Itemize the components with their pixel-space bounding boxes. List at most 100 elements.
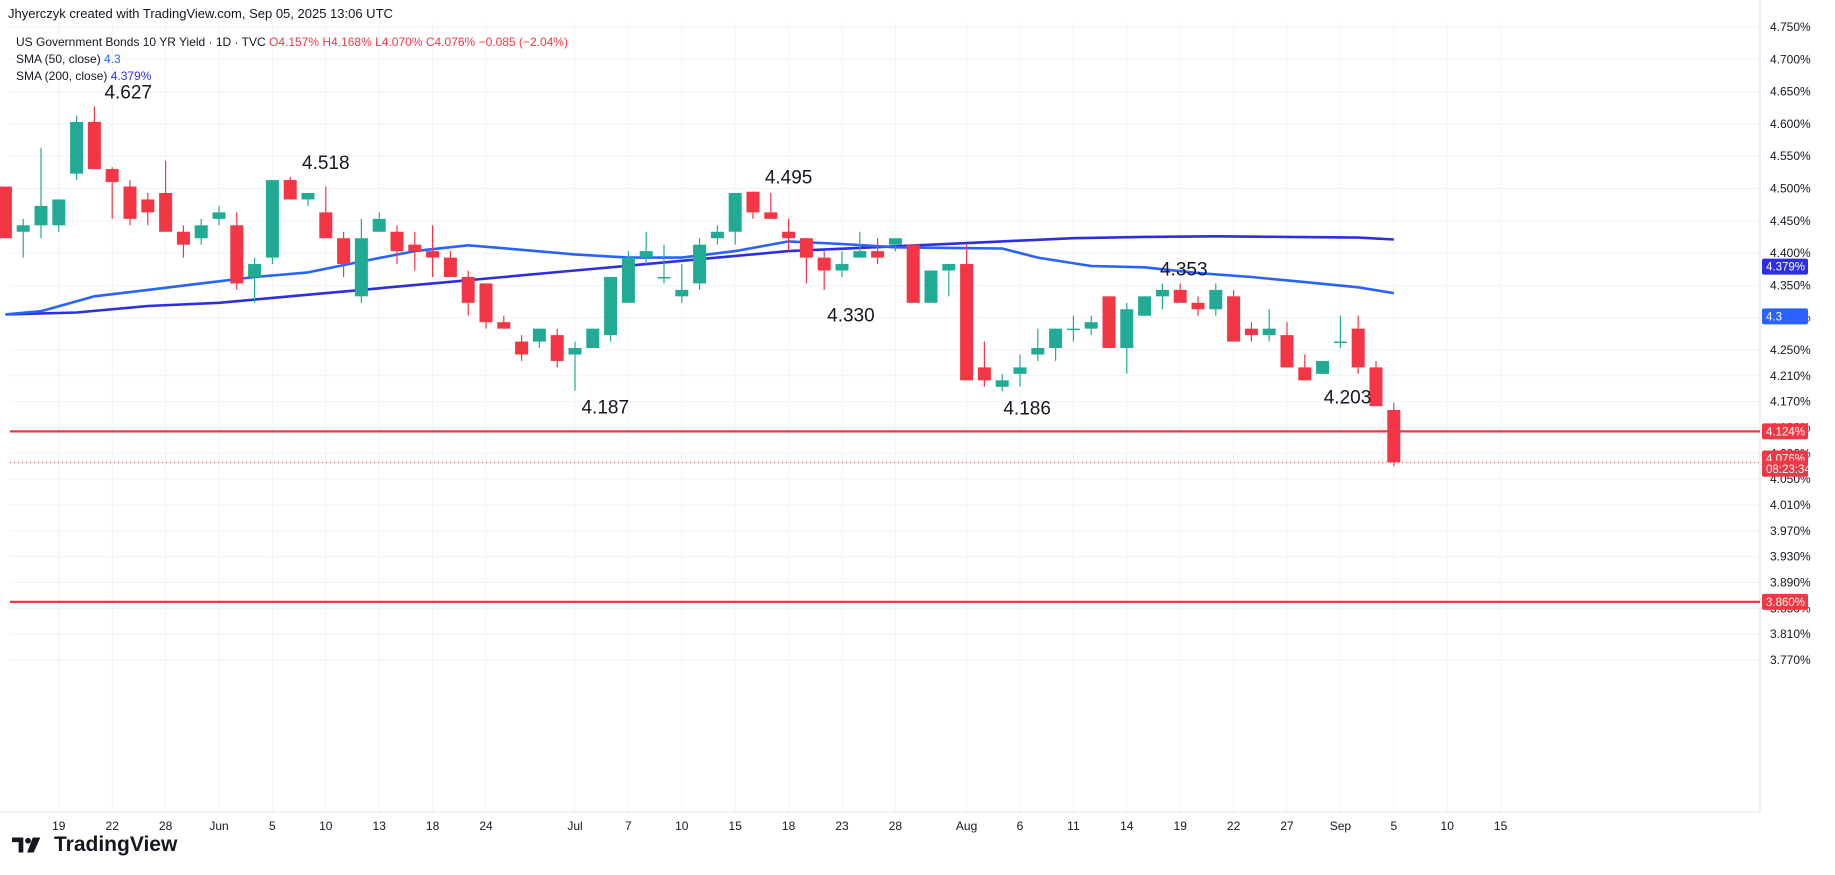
price-annotation: 4.330 — [827, 305, 875, 326]
candle-up — [924, 270, 938, 303]
candle-down — [479, 283, 493, 323]
candle-down — [337, 238, 351, 265]
time-tick-label: 28 — [889, 819, 903, 833]
price-tick-label: 4.500% — [1770, 181, 1811, 195]
moving-averages — [5, 235, 1395, 316]
time-tick-label: 19 — [52, 819, 66, 833]
price-tick-label: 4.400% — [1770, 246, 1811, 260]
price-tick-label: 3.810% — [1770, 627, 1811, 641]
time-tick-label: 22 — [106, 819, 120, 833]
candle-down — [426, 251, 440, 258]
candle-down — [906, 244, 920, 303]
price-tick-label: 4.250% — [1770, 343, 1811, 357]
time-tick-label: 13 — [373, 819, 387, 833]
candlesticks[interactable] — [0, 106, 1401, 467]
time-tick-label: 18 — [426, 819, 440, 833]
price-tick-label: 3.930% — [1770, 550, 1811, 564]
candle-up — [1138, 296, 1152, 316]
candle-down — [1244, 328, 1258, 336]
tradingview-brand[interactable]: TradingView — [12, 833, 177, 857]
candle-up — [265, 180, 279, 258]
sma50-line — [5, 240, 1395, 316]
candle-up — [372, 218, 386, 232]
candle-down — [87, 121, 101, 170]
candle-down — [390, 231, 404, 252]
candle-down — [1298, 367, 1312, 381]
candle-up — [1066, 328, 1080, 331]
price-annotation: 4.353 — [1160, 259, 1208, 280]
time-tick-label: 15 — [1494, 819, 1508, 833]
time-axis[interactable]: 19 22 28 Jun 5 10 13 18 24 Jul 7 10 15 18 23 28 Aug 6 11 14… — [52, 819, 1507, 833]
candle-down — [1173, 289, 1187, 303]
price-annotation: 4.495 — [765, 168, 813, 189]
brand-name: TradingView — [54, 833, 178, 856]
ohlc-low: L4.070% — [375, 35, 423, 49]
candle-down — [283, 180, 297, 200]
time-tick-label: 14 — [1120, 819, 1134, 833]
price-tick-label: 4.600% — [1770, 117, 1811, 131]
candle-down — [515, 341, 529, 355]
sma200-label: SMA (200, close) — [16, 69, 108, 83]
candle-down — [799, 238, 813, 258]
price-tick-label: 4.350% — [1770, 278, 1811, 292]
candle-up — [942, 264, 956, 271]
time-tick-label: 5 — [269, 819, 276, 833]
candle-down — [461, 276, 475, 303]
candle-down — [319, 212, 333, 239]
sma200-line — [5, 235, 1394, 316]
price-axis[interactable]: 4.750% 4.700% 4.650% 4.600% 4.550% 4.500% 4.45… — [1770, 20, 1811, 667]
time-tick-label: 6 — [1017, 819, 1024, 833]
candle-up — [1031, 348, 1045, 355]
plot-area[interactable] — [10, 22, 1760, 812]
price-annotation: 4.187 — [581, 398, 629, 419]
candle-down — [123, 186, 137, 219]
candle-down — [817, 257, 831, 271]
price-tag-box — [1762, 258, 1808, 275]
sma50-label: SMA (50, close) — [16, 52, 101, 66]
price-tick-label: 3.970% — [1770, 524, 1811, 538]
price-tag-label: 3.860% — [1766, 597, 1805, 609]
candle-down — [1280, 335, 1294, 368]
time-tick-label: 15 — [729, 819, 743, 833]
candle-down — [105, 169, 119, 183]
time-tick-label: 24 — [479, 819, 493, 833]
candle-up — [1049, 328, 1063, 349]
candle-down — [230, 225, 244, 284]
candle-up — [1013, 367, 1027, 374]
price-tag-label: 4.124% — [1766, 426, 1805, 438]
price-tick-label: 4.700% — [1770, 52, 1811, 66]
candle-down — [1369, 367, 1383, 407]
legend-sma50-row[interactable]: SMA (50, close) 4.3 — [16, 51, 568, 68]
price-tag-box — [1762, 460, 1808, 477]
candle-up — [835, 264, 849, 271]
time-tick-label: 23 — [835, 819, 849, 833]
price-tag-label: 4.379% — [1766, 262, 1805, 274]
candle-down — [764, 212, 778, 219]
price-tick-label: 4.650% — [1770, 85, 1811, 99]
time-tick-label: 11 — [1067, 819, 1080, 833]
candle-up — [16, 225, 30, 232]
candle-up — [995, 380, 1009, 387]
candle-up — [728, 193, 742, 232]
price-tag-label: 4.3 — [1766, 311, 1782, 323]
candle-up — [693, 244, 707, 284]
candle-up — [586, 328, 600, 349]
legend-symbol-row[interactable]: US Government Bonds 10 YR Yield · 1D · T… — [16, 34, 568, 51]
candle-up — [1262, 328, 1276, 336]
candle-up — [888, 238, 902, 245]
candle-down — [1227, 296, 1241, 342]
candle-up — [70, 121, 84, 174]
price-annotation: 4.627 — [104, 82, 152, 103]
candle-up — [621, 257, 635, 303]
candle-down — [0, 186, 12, 239]
grid — [10, 22, 1760, 812]
candle-down — [960, 264, 974, 381]
legend-sma200-row[interactable]: SMA (200, close) 4.379% — [16, 68, 568, 85]
price-tick-label: 4.450% — [1770, 214, 1811, 228]
price-tick-label: 4.550% — [1770, 149, 1811, 163]
legend: US Government Bonds 10 YR Yield · 1D · T… — [16, 34, 568, 85]
candle-up — [568, 348, 582, 355]
horizontal-lines[interactable] — [10, 430, 1760, 603]
price-tick-label: 3.770% — [1770, 653, 1811, 667]
